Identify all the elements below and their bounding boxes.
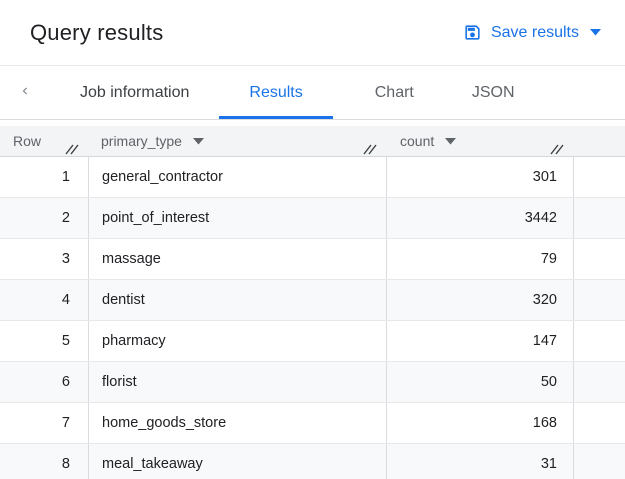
column-header-count[interactable]: count [386, 126, 573, 156]
table-row: 4 dentist 320 [0, 280, 625, 321]
chevron-left-icon [18, 84, 32, 101]
results-table: Row primary_type count 1 [0, 126, 625, 479]
column-resize-handle-icon[interactable] [65, 142, 80, 155]
filler-cell [573, 403, 625, 443]
caret-down-icon [590, 29, 601, 36]
row-number-cell: 3 [61, 251, 70, 267]
column-label-row: Row [13, 133, 42, 149]
column-dropdown-arrow-icon[interactable] [445, 137, 457, 145]
column-resize-handle-icon[interactable] [550, 142, 565, 155]
count-cell: 301 [386, 157, 573, 197]
filler-cell [573, 239, 625, 279]
table-row: 2 point_of_interest 3442 [0, 198, 625, 239]
save-icon [463, 23, 482, 42]
page-title: Query results [30, 19, 164, 45]
tab-chart[interactable]: Chart [374, 83, 414, 101]
column-header-primary-type[interactable]: primary_type [88, 126, 386, 156]
save-results-button[interactable]: Save results [463, 23, 601, 42]
filler-cell [573, 321, 625, 361]
count-cell: 50 [386, 362, 573, 402]
row-number-cell: 5 [61, 333, 70, 349]
table-header-row: Row primary_type count [0, 126, 625, 157]
filler-cell [573, 444, 625, 479]
table-row: 6 florist 50 [0, 362, 625, 403]
column-label-primary-type: primary_type [101, 133, 182, 149]
column-resize-handle-icon[interactable] [363, 142, 378, 155]
filler-cell [573, 280, 625, 320]
table-row: 8 meal_takeaway 31 [0, 444, 625, 479]
count-cell: 3442 [386, 198, 573, 238]
table-row: 5 pharmacy 147 [0, 321, 625, 362]
tab-job-information[interactable]: Job information [80, 83, 190, 101]
filler-cell [573, 362, 625, 402]
count-cell: 79 [386, 239, 573, 279]
row-number-cell: 8 [61, 456, 70, 472]
row-number-cell: 1 [61, 169, 70, 185]
row-number-cell: 4 [61, 292, 70, 308]
column-dropdown-arrow-icon[interactable] [192, 137, 204, 145]
count-cell: 168 [386, 403, 573, 443]
tab-json[interactable]: JSON [471, 83, 515, 101]
column-label-count: count [400, 133, 435, 149]
primary-type-cell: home_goods_store [88, 403, 386, 443]
tab-results[interactable]: Results [219, 66, 334, 119]
primary-type-cell: pharmacy [88, 321, 386, 361]
filler-cell [573, 198, 625, 238]
row-number-cell: 2 [61, 210, 70, 226]
filler-cell [573, 157, 625, 197]
primary-type-cell: massage [88, 239, 386, 279]
primary-type-cell: general_contractor [88, 157, 386, 197]
column-header-row: Row [0, 126, 88, 156]
scroll-tabs-left-button[interactable] [12, 66, 38, 119]
primary-type-cell: point_of_interest [88, 198, 386, 238]
row-number-cell: 6 [61, 374, 70, 390]
primary-type-cell: meal_takeaway [88, 444, 386, 479]
table-row: 7 home_goods_store 168 [0, 403, 625, 444]
spacer [0, 120, 625, 126]
column-header-filler [573, 126, 625, 156]
count-cell: 31 [386, 444, 573, 479]
row-number-cell: 7 [61, 415, 70, 431]
results-tab-bar: Job information Results Chart JSON [0, 66, 625, 120]
save-results-label: Save results [490, 23, 579, 41]
primary-type-cell: florist [88, 362, 386, 402]
primary-type-cell: dentist [88, 280, 386, 320]
count-cell: 320 [386, 280, 573, 320]
table-body: 1 general_contractor 301 2 point_of_inte… [0, 157, 625, 479]
count-cell: 147 [386, 321, 573, 361]
table-row: 3 massage 79 [0, 239, 625, 280]
table-row: 1 general_contractor 301 [0, 157, 625, 198]
query-results-header: Query results Save results [0, 0, 625, 66]
